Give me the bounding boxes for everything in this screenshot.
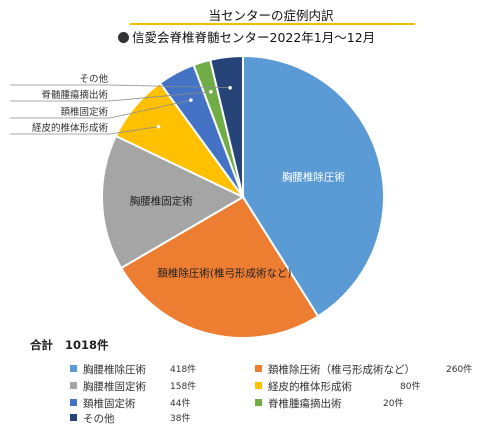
- subtitle-text: 信愛会脊椎脊髄センター2022年1月～12月: [132, 30, 376, 45]
- pie-slice-6: [209, 54, 244, 198]
- callout-label-5: 脊髄腫瘍摘出術: [41, 89, 108, 101]
- pie-slice-1: [119, 195, 320, 339]
- bullet-icon: [118, 32, 129, 43]
- callout-dot-3: [156, 124, 161, 129]
- callout-line-4: [10, 99, 191, 119]
- chart-title: 当センターの症例内訳: [208, 8, 334, 23]
- total-value: 1018件: [65, 338, 109, 352]
- slice-label-1: 頚椎除圧術(椎弓形成術など): [157, 266, 291, 279]
- callout-dot-4: [189, 98, 193, 102]
- callout-label-6: その他: [79, 73, 108, 85]
- total-label: 合計: [30, 338, 53, 352]
- total-summary: 合計 1018件: [30, 337, 109, 353]
- slice-label-2: 胸腰椎固定術: [130, 194, 193, 207]
- callout-label-4: 頚椎固定術: [60, 106, 108, 118]
- callout-line-6: [10, 84, 231, 89]
- pie-slice-2: [101, 134, 246, 270]
- callout-line-3: [10, 126, 159, 135]
- chart-subtitle: 信愛会脊椎脊髄センター2022年1月～12月: [118, 27, 375, 46]
- title-underline: [130, 23, 415, 25]
- callout-dot-6: [228, 85, 232, 90]
- callout-line-5: [10, 91, 211, 102]
- callout-label-3: 経皮的椎体形成術: [32, 122, 109, 134]
- callout-dot-5: [209, 90, 213, 94]
- slice-label-0: 胸腰椎除圧術: [282, 171, 345, 184]
